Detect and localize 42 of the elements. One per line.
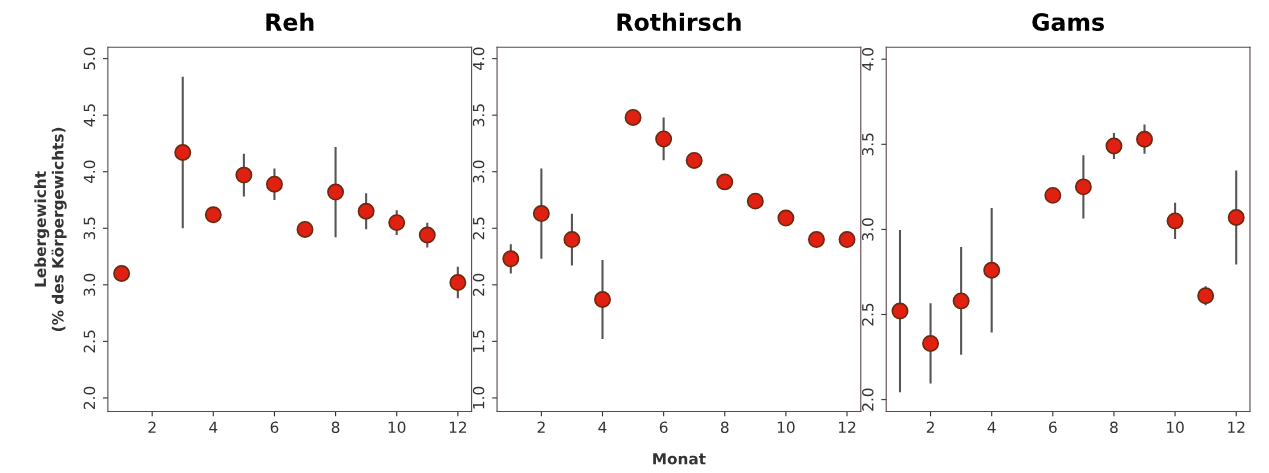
y-tick-label: 3.0: [83, 273, 96, 296]
y-tick-label: 2.5: [472, 217, 485, 240]
y-tick-label: 5.0: [83, 47, 96, 70]
x-tick-label: 12: [838, 421, 856, 433]
x-tick-label: 4: [209, 421, 218, 433]
x-tick-label: 10: [1167, 421, 1184, 434]
x-tick-label: 6: [1049, 421, 1057, 434]
y-tick-label: 2.5: [862, 303, 874, 326]
x-tick-label: 12: [449, 421, 467, 433]
y-tick-label: 2.0: [83, 386, 96, 409]
x-axis-title: Monat: [653, 453, 706, 465]
x-tick-label: 12: [1228, 421, 1245, 433]
y-tick-label: 3.5: [862, 133, 874, 156]
chart-title: Gams: [1032, 13, 1104, 31]
y-tick-label: 4.0: [862, 48, 874, 71]
x-tick-label: 4: [598, 421, 607, 433]
y-tick-label: 2.0: [862, 388, 874, 411]
y-tick-label: 2.0: [472, 273, 485, 296]
y-tick-label: 3.0: [862, 218, 874, 241]
y-tick-label: 3.5: [83, 217, 96, 240]
y-tick-label: 4.5: [83, 104, 96, 127]
y-axis-title: Lebergewicht (% des Körpergewichts): [34, 127, 67, 331]
x-tick-label: 8: [1110, 421, 1118, 434]
x-tick-label: 10: [388, 421, 406, 434]
x-tick-label: 2: [148, 421, 156, 433]
y-tick-label: 4.0: [472, 47, 485, 71]
y-tick-label: 3.5: [472, 104, 485, 127]
y-tick-label: 3.0: [472, 160, 485, 183]
y-tick-label: 1.5: [473, 330, 485, 352]
x-tick-label: 6: [659, 421, 668, 434]
y-tick-label: 2.5: [83, 330, 96, 353]
x-tick-label: 4: [987, 421, 996, 433]
x-tick-label: 8: [331, 421, 340, 434]
x-tick-label: 6: [270, 421, 279, 434]
x-tick-label: 2: [926, 421, 934, 433]
x-tick-label: 8: [720, 421, 729, 434]
chart-title: Reh: [266, 12, 314, 31]
y-tick-label: 1.0: [472, 386, 485, 409]
y-tick-label: 4.0: [83, 160, 96, 184]
x-tick-label: 10: [777, 421, 795, 434]
chart-title: Rothirsch: [617, 12, 741, 31]
x-tick-label: 2: [537, 421, 545, 433]
